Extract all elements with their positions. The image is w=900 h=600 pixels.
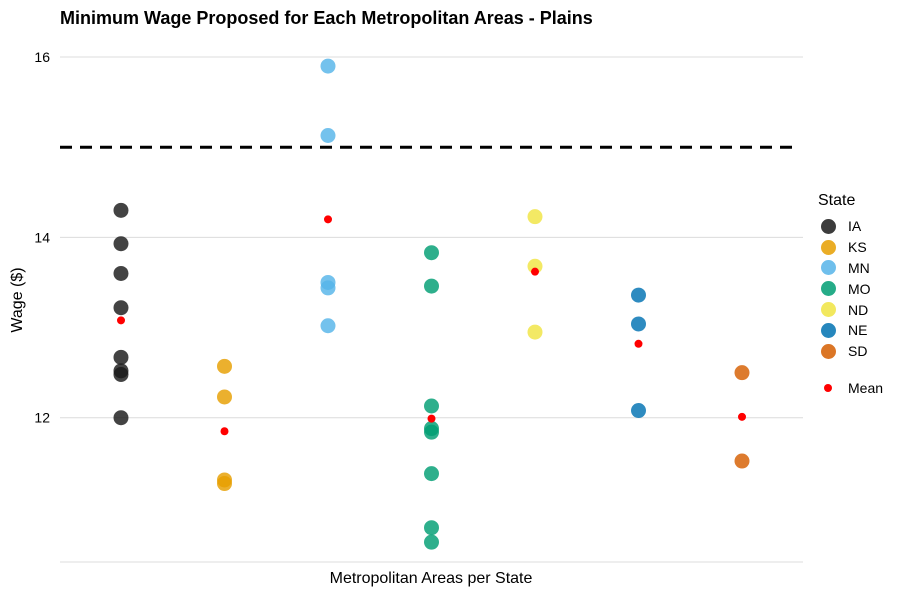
- legend-swatch: [818, 218, 838, 234]
- legend-items: IA KS MN MO ND NE SD: [818, 216, 883, 362]
- mean-point-NE: [634, 339, 643, 348]
- legend-item-mean: Mean: [818, 378, 883, 399]
- data-point-MO: [424, 424, 439, 440]
- mean-layer: [117, 215, 746, 436]
- y-tick-labels: 12 14 16: [34, 49, 50, 426]
- data-point-NE: [631, 403, 646, 419]
- data-point-ND: [527, 209, 543, 225]
- data-point-IA: [113, 236, 129, 252]
- grid-layer: [60, 56, 803, 563]
- chart-title: Minimum Wage Proposed for Each Metropoli…: [60, 8, 593, 28]
- data-point-NE: [631, 287, 646, 303]
- data-point-MO: [424, 398, 439, 414]
- legend-item-ND: ND: [818, 299, 883, 320]
- legend-dot-icon: [820, 302, 836, 318]
- data-point-IA: [113, 349, 129, 365]
- legend-item-SD: SD: [818, 341, 883, 362]
- data-point-IA: [113, 265, 129, 281]
- legend-item-MO: MO: [818, 278, 883, 299]
- data-point-KS: [217, 389, 232, 405]
- legend-mean-label: Mean: [848, 379, 884, 396]
- legend-dot-icon: [820, 239, 836, 255]
- legend-dot-icon: [820, 281, 836, 297]
- legend-title: State: [818, 192, 856, 209]
- data-point-SD: [734, 365, 750, 381]
- legend-item-NE: NE: [818, 320, 883, 341]
- x-axis-label: Metropolitan Areas per State: [329, 570, 533, 587]
- data-point-IA: [113, 366, 129, 382]
- data-point-IA: [113, 300, 129, 316]
- legend-item-MN: MN: [818, 258, 883, 279]
- legend-label: KS: [848, 239, 867, 256]
- mean-point-ND: [531, 267, 539, 276]
- legend-swatch: [818, 239, 838, 255]
- data-point-MO: [424, 534, 439, 550]
- legend-dot-icon: [820, 260, 836, 276]
- data-point-ND: [527, 258, 543, 274]
- mean-point-MO: [427, 414, 436, 423]
- legend-swatch: [818, 343, 838, 359]
- data-point-MO: [424, 245, 439, 261]
- y-tick-label: 12: [34, 410, 50, 426]
- legend-label: MO: [848, 280, 871, 297]
- mean-point-SD: [738, 412, 746, 421]
- y-axis-label: Wage ($): [9, 267, 26, 333]
- legend-label: SD: [848, 343, 868, 360]
- data-point-MN: [320, 127, 336, 143]
- data-point-SD: [734, 453, 750, 469]
- legend-swatch: [818, 281, 838, 297]
- data-point-IA: [113, 410, 129, 426]
- data-point-MN: [320, 58, 336, 74]
- legend-label: MN: [848, 259, 870, 276]
- legend-label: ND: [848, 301, 869, 318]
- legend-dot-icon: [820, 218, 836, 234]
- legend-swatch: [818, 260, 838, 276]
- legend-item-IA: IA: [818, 216, 883, 237]
- data-point-ND: [527, 324, 543, 340]
- legend-swatch: [818, 322, 838, 338]
- data-point-NE: [631, 316, 646, 332]
- legend-item-KS: KS: [818, 237, 883, 258]
- legend-label: NE: [848, 322, 868, 339]
- data-point-MN: [320, 318, 336, 334]
- mean-point-MN: [324, 215, 332, 224]
- data-point-MO: [424, 520, 439, 536]
- data-point-KS: [217, 476, 232, 492]
- mean-marker-icon: [824, 383, 832, 392]
- data-point-IA: [113, 202, 129, 218]
- point-layer: [113, 58, 750, 550]
- legend: State IA KS MN MO ND NE SD Mean: [818, 192, 883, 398]
- legend-dot-icon: [820, 343, 836, 359]
- legend-label: IA: [848, 218, 862, 235]
- data-point-KS: [217, 358, 232, 374]
- legend-dot-icon: [820, 322, 836, 338]
- mean-point-IA: [117, 316, 125, 325]
- y-tick-label: 16: [34, 49, 50, 65]
- data-point-MN: [320, 280, 336, 296]
- mean-point-KS: [220, 427, 229, 436]
- legend-swatch: [818, 302, 838, 318]
- data-point-MO: [424, 466, 439, 482]
- legend-mean-swatch: [818, 383, 838, 392]
- y-tick-label: 14: [34, 229, 50, 245]
- data-point-MO: [424, 278, 439, 294]
